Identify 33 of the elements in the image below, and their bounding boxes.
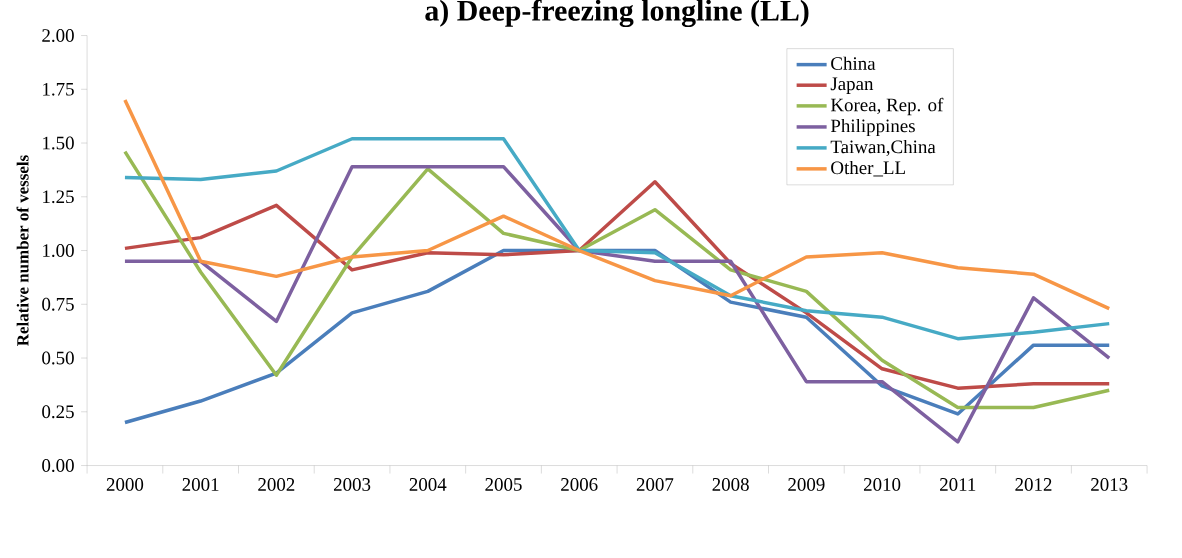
y-tick-label: 0.25: [42, 405, 74, 419]
x-tick-label: 2003: [333, 478, 371, 491]
y-tick-label: 1.00: [43, 244, 74, 257]
x-tick-label: 2001: [182, 478, 219, 491]
y-axis-title: Relative number of vessels: [16, 155, 29, 346]
x-tick-label: 2007: [636, 478, 674, 491]
x-tick-label: 2005: [485, 478, 522, 491]
line-series: [123, 179, 1111, 390]
legend-label: Japan: [830, 77, 874, 95]
chart-title: a) Deep-freezing longline (LL): [425, 0, 809, 28]
x-tick-label: 2013: [1091, 478, 1128, 491]
legend-label: Other_LL: [831, 160, 905, 177]
x-tick-label: 2008: [712, 478, 749, 491]
x-tick-label: 2006: [561, 478, 598, 491]
y-tick-label: 0.75: [42, 297, 74, 311]
y-tick-label: 1.50: [43, 136, 74, 150]
x-tick-label: 2004: [409, 478, 447, 491]
x-tick-label: 2009: [788, 478, 825, 491]
y-tick-label: 0.00: [42, 459, 74, 472]
legend-label: Philippines: [830, 118, 915, 137]
legend-label: Korea, Rep. of: [830, 97, 944, 116]
y-tick-label: 1.25: [43, 190, 74, 204]
legend-label: China: [831, 56, 876, 70]
legend-label: Taiwan,China: [830, 139, 936, 156]
y-tick-label: 1.75: [43, 82, 74, 96]
line-series: [123, 98, 1111, 311]
y-tick-label: 2.00: [42, 29, 74, 42]
y-tick-label: 0.50: [42, 351, 74, 365]
x-tick-label: 2012: [1015, 478, 1052, 491]
x-tick-label: 2010: [863, 478, 901, 491]
x-tick-label: 2011: [940, 478, 976, 491]
x-tick-label: 2002: [258, 478, 295, 491]
x-tick-label: 2000: [106, 478, 144, 491]
